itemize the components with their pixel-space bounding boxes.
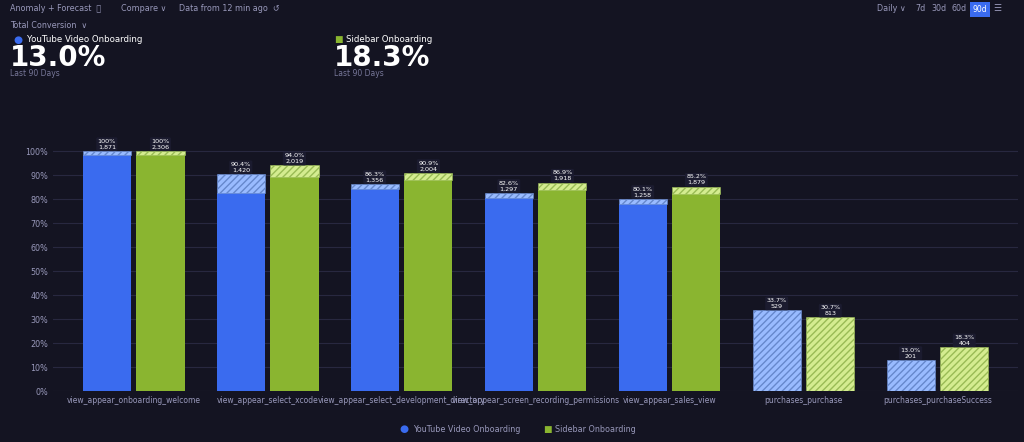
Bar — [753, 310, 801, 391]
Bar — [83, 155, 131, 391]
Bar — [136, 151, 184, 155]
Bar — [350, 184, 399, 189]
Text: 33.7%
529: 33.7% 529 — [767, 298, 786, 309]
Bar — [618, 199, 667, 204]
Text: Compare ∨: Compare ∨ — [121, 4, 166, 13]
Bar — [136, 155, 184, 391]
Text: Data from 12 min ago  ↺: Data from 12 min ago ↺ — [179, 4, 280, 13]
Bar — [484, 198, 532, 391]
Text: ●: ● — [13, 35, 23, 46]
Text: 86.9%
1,918: 86.9% 1,918 — [552, 170, 572, 181]
Bar — [672, 194, 721, 391]
Text: 18.3%
404: 18.3% 404 — [954, 335, 974, 346]
Text: 100%
2,306: 100% 2,306 — [152, 139, 170, 149]
Bar — [539, 190, 587, 391]
Text: Last 90 Days: Last 90 Days — [10, 69, 60, 77]
Bar — [217, 193, 265, 391]
Text: 100%
1,871: 100% 1,871 — [97, 139, 116, 149]
Text: 30.7%
813: 30.7% 813 — [820, 305, 841, 316]
Text: 60d: 60d — [951, 4, 967, 13]
Text: 86.3%
1,356: 86.3% 1,356 — [365, 171, 385, 183]
Bar — [539, 183, 587, 190]
Text: 90.4%
1,420: 90.4% 1,420 — [230, 162, 251, 173]
Text: 18.3%: 18.3% — [334, 44, 430, 72]
Bar — [672, 187, 721, 194]
Text: 13.0%
201: 13.0% 201 — [900, 348, 921, 358]
Bar — [217, 174, 265, 193]
Bar — [404, 173, 453, 180]
Text: 94.0%
2,019: 94.0% 2,019 — [285, 153, 304, 164]
Text: Total Conversion  ∨: Total Conversion ∨ — [10, 21, 87, 30]
Text: ■: ■ — [334, 35, 342, 44]
Text: 85.2%
1,879: 85.2% 1,879 — [686, 174, 707, 185]
Bar — [484, 193, 532, 198]
Text: Last 90 Days: Last 90 Days — [334, 69, 384, 77]
Bar — [350, 189, 399, 391]
Text: 7d: 7d — [915, 4, 926, 13]
Bar — [940, 347, 988, 391]
Text: Sidebar Onboarding: Sidebar Onboarding — [346, 35, 432, 44]
Text: Anomaly + Forecast  ⦿: Anomaly + Forecast ⦿ — [10, 4, 101, 13]
Text: 90d: 90d — [973, 5, 987, 14]
Bar — [618, 204, 667, 391]
Text: Daily ∨: Daily ∨ — [877, 4, 905, 13]
Text: ■: ■ — [543, 425, 551, 434]
Bar — [887, 360, 935, 391]
Bar — [270, 165, 318, 177]
Text: YouTube Video Onboarding: YouTube Video Onboarding — [27, 35, 142, 44]
Text: 13.0%: 13.0% — [10, 44, 106, 72]
Bar — [83, 151, 131, 155]
Text: YouTube Video Onboarding: YouTube Video Onboarding — [413, 425, 520, 434]
Bar — [806, 317, 854, 391]
Text: 82.6%
1,297: 82.6% 1,297 — [499, 181, 519, 191]
Bar — [404, 180, 453, 391]
Text: 90.9%
2,004: 90.9% 2,004 — [418, 160, 438, 171]
Text: ●: ● — [399, 424, 409, 434]
Text: 80.1%
1,258: 80.1% 1,258 — [633, 187, 652, 198]
Text: Sidebar Onboarding: Sidebar Onboarding — [555, 425, 636, 434]
Text: 30d: 30d — [932, 4, 947, 13]
Text: ☰: ☰ — [993, 4, 1001, 13]
Bar — [270, 177, 318, 391]
